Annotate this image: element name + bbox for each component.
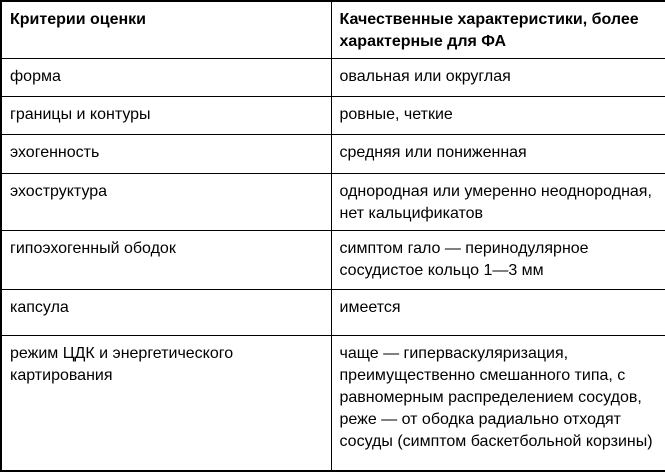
characteristic-cell: чаще — гиперваскуляризация, преимуществе… xyxy=(330,335,665,471)
criterion-cell: границы и контуры xyxy=(0,96,332,135)
characteristic-cell: имеется xyxy=(330,289,665,336)
table-row: эхоструктура однородная или умеренно нео… xyxy=(0,173,665,231)
header-characteristics: Качественные характеристики, более харак… xyxy=(330,0,665,59)
criterion-cell: форма xyxy=(0,58,332,97)
table-row: форма овальная или округлая xyxy=(0,58,665,97)
table-row: режим ЦДК и энергетического картирования… xyxy=(0,335,665,471)
characteristic-cell: ровные, четкие xyxy=(330,96,665,135)
criterion-cell: режим ЦДК и энергетического картирования xyxy=(0,335,332,471)
criterion-cell: эхогенность xyxy=(0,134,332,174)
criterion-cell: эхоструктура xyxy=(0,173,332,231)
table-row: границы и контуры ровные, четкие xyxy=(0,96,665,135)
criterion-cell: гипоэхогенный ободок xyxy=(0,230,332,290)
table-row: гипоэхогенный ободок симптом гало — пери… xyxy=(0,230,665,290)
table-row: капсула имеется xyxy=(0,289,665,336)
header-row: Критерии оценки Качественные характерист… xyxy=(0,0,665,59)
characteristic-cell: средняя или пониженная xyxy=(330,134,665,174)
characteristic-cell: однородная или умеренно неоднородная, не… xyxy=(330,173,665,231)
characteristic-cell: овальная или округлая xyxy=(330,58,665,97)
characteristic-cell: симптом гало — перинодулярное сосудистое… xyxy=(330,230,665,290)
header-criteria: Критерии оценки xyxy=(0,0,332,59)
table-row: эхогенность средняя или пониженная xyxy=(0,134,665,174)
criterion-cell: капсула xyxy=(0,289,332,336)
